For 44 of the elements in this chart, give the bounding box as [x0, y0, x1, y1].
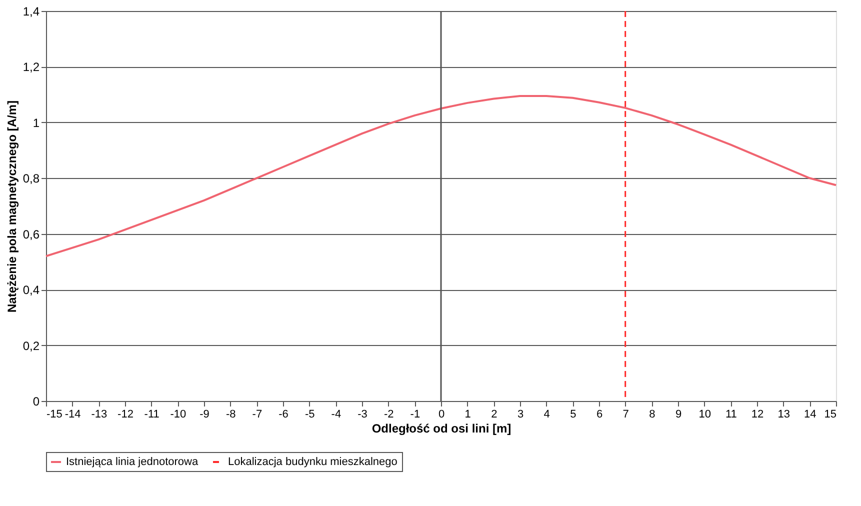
x-tick-label: 6: [596, 408, 603, 420]
x-tick-label: 1: [464, 408, 471, 420]
legend-label: Istniejąca linia jednotorowa: [66, 456, 199, 468]
x-tick-label: 9: [675, 408, 682, 420]
x-tick-label: 15: [824, 408, 836, 420]
x-tick-label: -1: [410, 408, 420, 420]
x-tick-label: 4: [544, 408, 550, 420]
x-tick-label: -4: [331, 408, 342, 420]
x-tick-label: -3: [358, 408, 368, 420]
x-tick-label: 3: [517, 408, 524, 420]
x-tick-label: -9: [200, 408, 210, 420]
x-tick-label: 10: [698, 408, 711, 420]
x-tick-label: -14: [64, 408, 81, 420]
x-tick-label: 8: [649, 408, 656, 420]
y-tick-label: 0,4: [22, 283, 40, 298]
y-axis-title: Natężenie pola magnetycznego [A/m]: [4, 100, 19, 313]
x-tick-label: -11: [144, 408, 160, 420]
x-tick-label: -10: [170, 408, 186, 420]
x-tick-label: 13: [778, 408, 790, 420]
x-tick-label: 2: [491, 408, 498, 420]
x-tick-label: -12: [118, 408, 134, 420]
y-tick-label: 0,6: [22, 227, 40, 242]
x-tick-label: -15: [46, 408, 62, 420]
y-tick-label: 1,4: [22, 4, 40, 18]
x-tick-label: 7: [622, 408, 629, 420]
x-tick-label: -5: [304, 408, 315, 420]
y-tick-label: 1: [32, 116, 40, 130]
y-tick-label: 0,2: [22, 338, 40, 353]
x-tick-label: 5: [570, 408, 576, 420]
x-tick-label: 11: [725, 408, 737, 420]
y-tick-label: 1,2: [22, 60, 40, 74]
x-tick-label: -6: [278, 408, 288, 420]
y-tick-label: 0: [32, 394, 40, 408]
y-tick-label: 0,8: [22, 172, 40, 186]
x-tick-label: -2: [384, 408, 394, 420]
x-tick-label: 0: [438, 408, 445, 420]
x-axis-title: Odległość od osi lini [m]: [372, 422, 512, 436]
x-tick-label: -13: [91, 408, 108, 420]
x-tick-label: 12: [751, 408, 764, 420]
x-tick-label: 14: [804, 408, 816, 420]
line-series: [45, 94, 837, 258]
legend-label: Lokalizacja budynku mieszkalnego: [228, 456, 398, 468]
x-tick-label: -7: [252, 408, 262, 420]
x-tick-label: -8: [226, 408, 236, 420]
